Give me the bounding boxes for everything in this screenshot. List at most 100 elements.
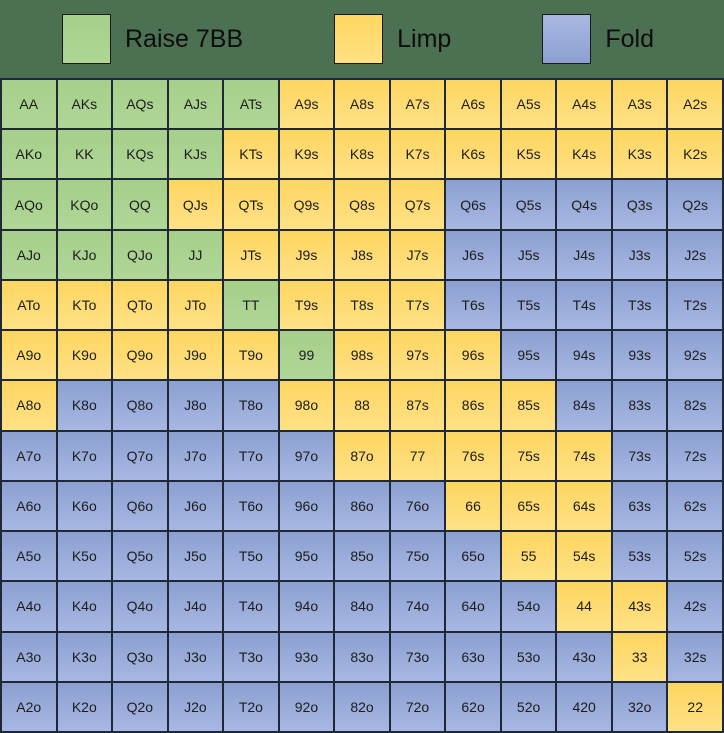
hand-cell-K3o: K3o bbox=[57, 632, 112, 681]
hand-cell-64s: 64s bbox=[557, 481, 611, 531]
hand-cell-84o: 84o bbox=[335, 582, 389, 631]
hand-cell-K6s: K6s bbox=[446, 130, 500, 179]
hand-cell-Q7o: Q7o bbox=[113, 431, 167, 480]
hand-cell-Q5o: Q5o bbox=[113, 532, 167, 581]
hand-cell-K9s: K9s bbox=[279, 130, 334, 179]
hand-cell-QQ: QQ bbox=[113, 180, 167, 229]
hand-cell-A9s: A9s bbox=[279, 80, 334, 129]
hand-cell-K4o: K4o bbox=[57, 582, 112, 631]
hand-cell-K6o: K6o bbox=[57, 481, 112, 531]
hand-cell-Q9s: Q9s bbox=[279, 180, 334, 229]
hand-cell-Q6o: Q6o bbox=[113, 481, 167, 531]
hand-cell-T4s: T4s bbox=[557, 280, 611, 330]
hand-cell-53s: 53s bbox=[612, 532, 667, 581]
hand-cell-AQs: AQs bbox=[113, 80, 167, 129]
hand-cell-A6s: A6s bbox=[446, 80, 500, 129]
hand-cell-T6o: T6o bbox=[224, 481, 278, 531]
hand-cell-87s: 87s bbox=[390, 381, 445, 430]
hand-cell-99: 99 bbox=[279, 331, 334, 380]
hand-cell-AKs: AKs bbox=[57, 80, 112, 129]
hand-cell-A2o: A2o bbox=[2, 682, 56, 731]
hand-cell-KTs: KTs bbox=[224, 130, 278, 179]
hand-cell-A4o: A4o bbox=[2, 582, 56, 631]
hand-cell-63o: 63o bbox=[446, 632, 500, 681]
hand-cell-T7s: T7s bbox=[390, 280, 445, 330]
hand-cell-KK: KK bbox=[57, 130, 112, 179]
hand-cell-Q2s: Q2s bbox=[668, 180, 722, 229]
hand-cell-Q4o: Q4o bbox=[113, 582, 167, 631]
hand-cell-52s: 52s bbox=[668, 532, 722, 581]
hand-cell-Q8s: Q8s bbox=[335, 180, 389, 229]
hand-cell-A5o: A5o bbox=[2, 532, 56, 581]
hand-cell-Q4s: Q4s bbox=[557, 180, 611, 229]
hand-cell-K7o: K7o bbox=[57, 431, 112, 480]
hand-cell-85s: 85s bbox=[501, 381, 556, 430]
hand-cell-65o: 65o bbox=[446, 532, 500, 581]
hand-cell-22: 22 bbox=[668, 682, 722, 731]
legend-label-fold: Fold bbox=[605, 24, 654, 53]
hand-cell-86o: 86o bbox=[335, 481, 389, 531]
hand-cell-J6o: J6o bbox=[168, 481, 223, 531]
hand-cell-T6s: T6s bbox=[446, 280, 500, 330]
hand-cell-ATo: ATo bbox=[2, 280, 56, 330]
hand-cell-76o: 76o bbox=[390, 481, 445, 531]
hand-cell-QJo: QJo bbox=[113, 230, 167, 279]
hand-cell-A8o: A8o bbox=[2, 381, 56, 430]
hand-cell-JTo: JTo bbox=[168, 280, 223, 330]
hand-cell-86s: 86s bbox=[446, 381, 500, 430]
hand-cell-75s: 75s bbox=[501, 431, 556, 480]
hand-cell-A7o: A7o bbox=[2, 431, 56, 480]
legend-item-fold: Fold bbox=[542, 14, 654, 64]
legend-label-raise: Raise 7BB bbox=[125, 24, 244, 53]
hand-cell-KJo: KJo bbox=[57, 230, 112, 279]
hand-cell-QTo: QTo bbox=[113, 280, 167, 330]
hand-cell-44: 44 bbox=[557, 582, 611, 631]
hand-cell-J7o: J7o bbox=[168, 431, 223, 480]
hand-cell-KQs: KQs bbox=[113, 130, 167, 179]
hand-grid: AA AKs AQs AJs ATs A9s A8s A7s A6s A5s A4s A3s A2s AK… bbox=[0, 78, 724, 733]
hand-cell-Q7s: Q7s bbox=[390, 180, 445, 229]
hand-cell-65s: 65s bbox=[501, 481, 556, 531]
hand-cell-32o: 32o bbox=[612, 682, 667, 731]
hand-cell-A9o: A9o bbox=[2, 331, 56, 380]
hand-cell-62o: 62o bbox=[446, 682, 500, 731]
hand-cell-T2o: T2o bbox=[224, 682, 278, 731]
hand-cell-32s: 32s bbox=[668, 632, 722, 681]
hand-cell-T5o: T5o bbox=[224, 532, 278, 581]
hand-cell-TT: TT bbox=[224, 280, 278, 330]
hand-cell-75o: 75o bbox=[390, 532, 445, 581]
hand-cell-74o: 74o bbox=[390, 582, 445, 631]
hand-cell-J9o: J9o bbox=[168, 331, 223, 380]
hand-cell-J4o: J4o bbox=[168, 582, 223, 631]
hand-cell-KQo: KQo bbox=[57, 180, 112, 229]
hand-cell-52o: 52o bbox=[501, 682, 556, 731]
hand-cell-K7s: K7s bbox=[390, 130, 445, 179]
hand-cell-76s: 76s bbox=[446, 431, 500, 480]
hand-cell-62s: 62s bbox=[668, 481, 722, 531]
hand-cell-QJs: QJs bbox=[168, 180, 223, 229]
hand-cell-98o: 98o bbox=[279, 381, 334, 430]
hand-cell-KTo: KTo bbox=[57, 280, 112, 330]
hand-cell-Q2o: Q2o bbox=[113, 682, 167, 731]
hand-cell-ATs: ATs bbox=[224, 80, 278, 129]
hand-cell-98s: 98s bbox=[335, 331, 389, 380]
hand-cell-J2o: J2o bbox=[168, 682, 223, 731]
hand-cell-J3s: J3s bbox=[612, 230, 667, 279]
hand-cell-43o: 43o bbox=[557, 632, 611, 681]
hand-cell-420: 420 bbox=[557, 682, 611, 731]
hand-cell-Q9o: Q9o bbox=[113, 331, 167, 380]
hand-cell-T8o: T8o bbox=[224, 381, 278, 430]
hand-cell-JJ: JJ bbox=[168, 230, 223, 279]
hand-cell-A7s: A7s bbox=[390, 80, 445, 129]
limp-color-swatch bbox=[334, 14, 384, 64]
hand-cell-64o: 64o bbox=[446, 582, 500, 631]
hand-cell-K2o: K2o bbox=[57, 682, 112, 731]
hand-cell-88: 88 bbox=[335, 381, 389, 430]
hand-cell-93s: 93s bbox=[612, 331, 667, 380]
raise-color-swatch bbox=[62, 14, 111, 64]
hand-cell-82s: 82s bbox=[668, 381, 722, 430]
hand-cell-AA: AA bbox=[2, 80, 56, 129]
hand-cell-82o: 82o bbox=[335, 682, 389, 731]
hand-cell-54s: 54s bbox=[557, 532, 611, 581]
legend-item-limp: Limp bbox=[334, 14, 451, 64]
